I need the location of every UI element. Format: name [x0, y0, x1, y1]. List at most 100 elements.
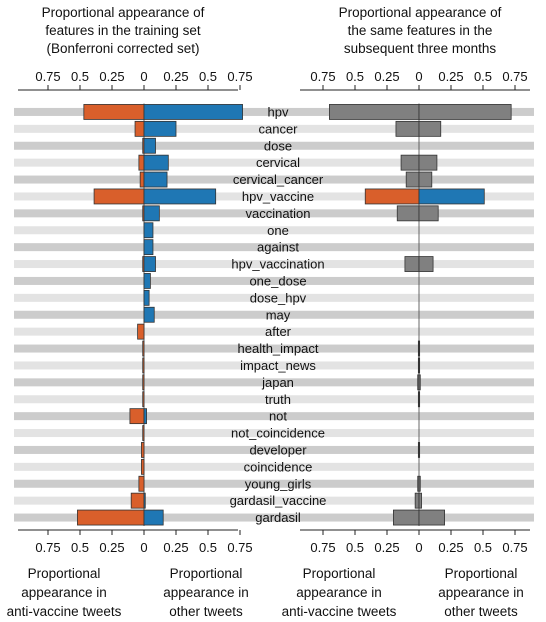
- bar-other-health_impact: [418, 340, 421, 357]
- panel-title: subsequent three months: [344, 41, 497, 56]
- bottom-tick-label: 0.5: [346, 540, 364, 555]
- top-tick-label: 0.75: [310, 69, 335, 84]
- panel-title: the same features in the: [348, 23, 493, 38]
- bar-anti-hpv_vaccine: [364, 188, 420, 205]
- bar-other-young_girls: [418, 475, 421, 492]
- category-label: hpv_vaccine: [242, 189, 314, 204]
- row-stripe: [14, 141, 534, 150]
- bar-other-hpv_vaccine: [143, 188, 217, 205]
- category-label: impact_news: [240, 358, 316, 373]
- top-tick-label: 0.5: [346, 69, 364, 84]
- top-tick-label: 0.5: [474, 69, 492, 84]
- bottom-tick-label: 0.25: [99, 540, 124, 555]
- bottom-tick-label: 0.5: [474, 540, 492, 555]
- category-label: cervical: [256, 155, 300, 170]
- bar-other-truth: [418, 391, 421, 408]
- bar-anti-cervical: [138, 154, 145, 171]
- bar-anti-developer: [141, 442, 145, 458]
- bar-other-cancer: [143, 120, 177, 137]
- bar-other-gardasil: [418, 509, 446, 526]
- category-label: dose_hpv: [250, 290, 307, 305]
- bottom-tick-label: 0.25: [438, 540, 463, 555]
- row-stripe: [14, 479, 534, 488]
- category-label: not_coincidence: [231, 426, 325, 441]
- category-labels: hpv cancer dose cervical cervical_cancer hpv_…: [230, 104, 327, 525]
- top-tick-label: 0.25: [438, 69, 463, 84]
- anti-label: appearance in: [21, 585, 107, 600]
- other-label: appearance in: [163, 585, 249, 600]
- bar-other-gardasil: [143, 509, 164, 526]
- row-stripe: [14, 175, 534, 184]
- row-stripe: [14, 158, 534, 167]
- bar-other-against: [143, 239, 154, 256]
- category-label: hpv: [268, 104, 289, 119]
- bar-anti-impact_news: [142, 357, 145, 374]
- bottom-tick-label: 0.75: [35, 540, 60, 555]
- row-stripe: [14, 124, 534, 133]
- bar-anti-gardasil_vaccine: [414, 492, 420, 509]
- top-tick-label: 0.25: [99, 69, 124, 84]
- bar-other-cervical_cancer: [143, 171, 168, 188]
- bar-anti-not_coincidence: [142, 425, 145, 441]
- row-stripe: [14, 243, 534, 252]
- panel-title: Proportional appearance of: [42, 5, 205, 20]
- top-tick-label: 0: [415, 69, 422, 84]
- bar-anti-hpv_vaccine: [93, 188, 145, 205]
- bar-anti-gardasil_vaccine: [130, 492, 145, 509]
- bar-anti-hpv_vaccination: [404, 256, 420, 272]
- bar-other-one: [143, 222, 154, 239]
- bar-anti-vaccination: [396, 205, 420, 222]
- bar-anti-cervical: [400, 154, 420, 171]
- row-stripe: [14, 378, 534, 387]
- other-label: other tweets: [444, 604, 518, 619]
- top-tick-label: 0: [140, 69, 147, 84]
- top-tick-label: 0.25: [163, 69, 188, 84]
- panel-title: (Bonferroni corrected set): [46, 41, 199, 56]
- row-stripe: [14, 226, 534, 235]
- category-label: vaccination: [245, 206, 310, 221]
- bar-other-cervical: [143, 154, 169, 171]
- top-tick-label: 0.25: [374, 69, 399, 84]
- row-stripe: [14, 513, 534, 522]
- row-stripe: [14, 276, 534, 285]
- bar-anti-after: [137, 323, 145, 340]
- bar-anti-japan: [142, 374, 145, 391]
- row-stripe: [14, 192, 534, 201]
- bar-other-not: [143, 408, 147, 425]
- bar-anti-not: [129, 408, 145, 425]
- other-label: appearance in: [438, 585, 524, 600]
- right-panel: Proportional appearance of the same featu…: [282, 5, 530, 619]
- bar-other-cancer: [418, 120, 442, 137]
- bar-anti-young_girls: [138, 475, 145, 492]
- bar-other-dose: [143, 137, 156, 154]
- bottom-tick-label: 0.75: [502, 540, 527, 555]
- bar-anti-cancer: [134, 120, 145, 137]
- category-label: developer: [249, 442, 307, 457]
- bar-other-vaccination: [418, 205, 439, 222]
- category-label: hpv_vaccination: [231, 257, 324, 272]
- row-stripe: [14, 107, 534, 116]
- row-stripe: [14, 361, 534, 370]
- bottom-tick-label: 0: [140, 540, 147, 555]
- row-stripe: [14, 412, 534, 421]
- bottom-tick-label: 0.5: [71, 540, 89, 555]
- bar-other-hpv_vaccine: [418, 188, 485, 205]
- bar-anti-hpv: [328, 104, 420, 120]
- category-label: one_dose: [249, 273, 306, 288]
- category-label: young_girls: [245, 476, 312, 491]
- category-label: cervical_cancer: [233, 172, 324, 187]
- row-stripe: [14, 209, 534, 218]
- anti-label: Proportional: [28, 566, 101, 581]
- top-tick-label: 0.75: [35, 69, 60, 84]
- top-tick-label: 0.75: [227, 69, 252, 84]
- panel-title: features in the training set: [45, 23, 201, 38]
- top-tick-label: 0.75: [502, 69, 527, 84]
- bar-anti-cancer: [395, 120, 420, 137]
- category-label: not: [269, 409, 287, 424]
- top-tick-label: 0.5: [71, 69, 89, 84]
- bar-other-cervical_cancer: [418, 171, 433, 188]
- bar-anti-hpv: [83, 104, 145, 120]
- row-stripe: [14, 344, 534, 353]
- category-label: gardasil_vaccine: [230, 493, 327, 508]
- anti-label: appearance in: [296, 585, 382, 600]
